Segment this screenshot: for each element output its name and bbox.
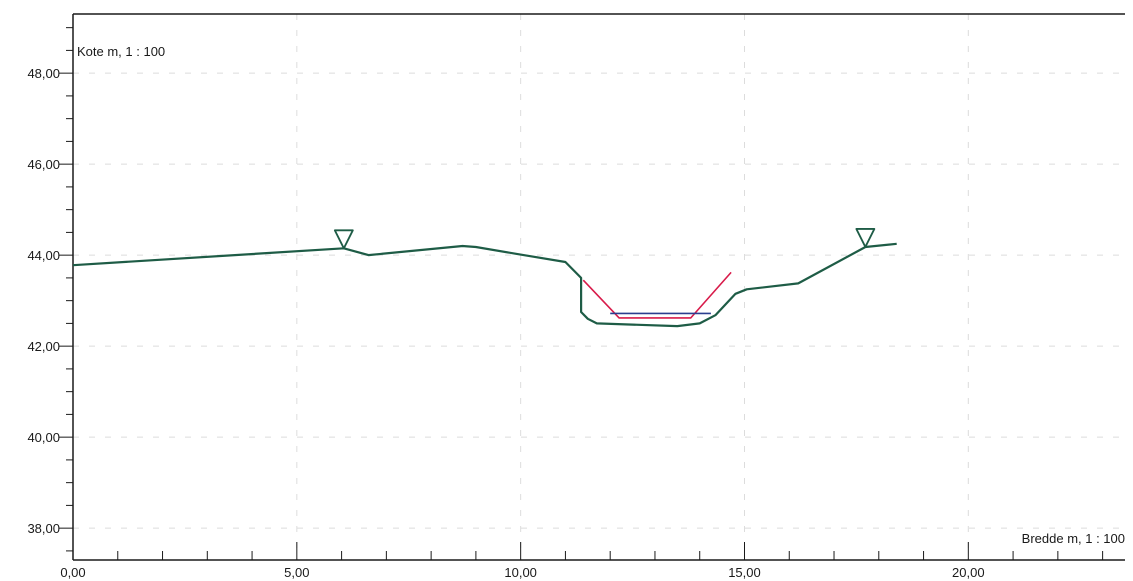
y-tick-label-3: 44,00 <box>27 248 60 263</box>
bank-marker-1 <box>855 228 876 248</box>
x-tick-label-2: 10,00 <box>504 565 537 580</box>
x-tick-label-3: 15,00 <box>728 565 761 580</box>
y-tick-label-1: 40,00 <box>27 430 60 445</box>
y-tick-label-5: 48,00 <box>27 66 60 81</box>
y-tick-label-0: 38,00 <box>27 521 60 536</box>
grid-layer <box>73 14 1125 560</box>
y-tick-label-2: 42,00 <box>27 339 60 354</box>
series-design-line <box>582 271 732 319</box>
x-tick-label-1: 5,00 <box>284 565 309 580</box>
series-layer <box>72 242 897 328</box>
axis-layer <box>59 13 1125 561</box>
x-axis-title: Bredde m, 1 : 100 <box>1022 531 1125 546</box>
marker-layer <box>333 228 876 250</box>
y-axis-title: Kote m, 1 : 100 <box>77 44 165 59</box>
y-tick-label-4: 46,00 <box>27 157 60 172</box>
x-tick-label-4: 20,00 <box>952 565 985 580</box>
bank-marker-0 <box>333 229 354 250</box>
series-terrain-line <box>72 242 897 328</box>
x-tick-label-0: 0,00 <box>60 565 85 580</box>
label-layer: 38,00 40,00 42,00 44,00 46,00 48,00 0,00 5,00 10… <box>27 44 1125 580</box>
